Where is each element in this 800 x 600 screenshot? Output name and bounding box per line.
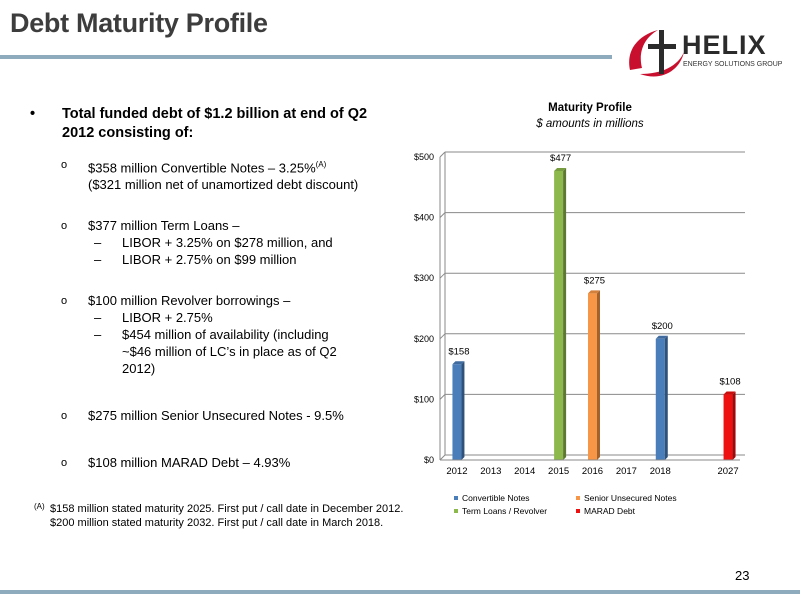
revolver-sub-2: – $454 million of availability (including…	[94, 327, 337, 377]
term-loans-sub-1: – LIBOR + 3.25% on $278 million, and	[94, 235, 333, 251]
bar-side	[664, 335, 668, 460]
main-bullet: • Total funded debt of $1.2 billion at e…	[30, 106, 368, 141]
footnote: (A) $158 million stated maturity 2025. F…	[34, 502, 403, 530]
gridline-diag	[439, 454, 446, 461]
circle-bullet-icon: o	[61, 410, 68, 423]
legend-swatch	[454, 509, 458, 513]
logo-tagline: ENERGY SOLUTIONS GROUP	[683, 61, 783, 68]
bar-side	[563, 167, 567, 461]
x-tick-label: 2013	[480, 466, 501, 477]
chart-title: Maturity Profile	[548, 102, 632, 114]
x-tick-label: 2016	[582, 466, 603, 477]
legend-label: MARAD Debt	[584, 506, 636, 516]
bar-side	[461, 361, 465, 460]
data-label: $477	[550, 153, 571, 164]
slide-title: Debt Maturity Profile	[10, 8, 268, 38]
x-tick-label: 2012	[446, 466, 467, 477]
footnote-line-1: $158 million stated maturity 2025. First…	[50, 503, 404, 515]
y-tick-label: $0	[424, 455, 434, 465]
debt-bullets: • Total funded debt of $1.2 billion at e…	[28, 105, 388, 471]
senior-notes-item: o $275 million Senior Unsecured Notes - …	[61, 408, 344, 424]
page-number: 23	[735, 568, 750, 583]
term-loans-item: o $377 million Term Loans –	[61, 218, 240, 234]
x-tick-label: 2017	[616, 466, 637, 477]
bar-top	[554, 167, 567, 171]
helix-logo: HELIX ENERGY SOLUTIONS GROUP	[622, 22, 792, 84]
maturity-profile-chart: Maturity Profile $ amounts in millions $…	[414, 102, 745, 516]
bar-top	[655, 335, 668, 339]
legend-label: Convertible Notes	[462, 493, 530, 503]
bar	[655, 338, 665, 460]
x-tick-label: 2014	[514, 466, 535, 477]
logo-wordmark: HELIX	[682, 30, 767, 60]
legend-label: Term Loans / Revolver	[462, 506, 547, 516]
legend-swatch	[576, 509, 580, 513]
data-label: $158	[448, 346, 469, 357]
bullet-dot: •	[30, 106, 36, 122]
legend-swatch	[576, 496, 580, 500]
bar	[554, 170, 564, 461]
term-loans-sub-2: – LIBOR + 2.75% on $99 million	[94, 252, 297, 268]
convertible-notes-item: o $358 million Convertible Notes – 3.25%…	[61, 159, 359, 193]
bar	[588, 293, 597, 460]
bar-top	[723, 391, 736, 395]
y-tick-label: $100	[414, 394, 434, 404]
y-tick-label: $300	[414, 273, 434, 283]
bar-side	[597, 290, 600, 460]
footnote-mark: (A)	[34, 502, 45, 511]
gridline-diag	[439, 212, 446, 218]
marad-debt-item: o $108 million MARAD Debt – 4.93%	[61, 455, 291, 471]
y-tick-label: $400	[414, 213, 434, 223]
gridline-diag	[439, 394, 446, 400]
circle-bullet-icon: o	[61, 220, 68, 233]
gridline-diag	[439, 272, 446, 279]
data-label: $200	[652, 321, 673, 332]
x-tick-label: 2027	[717, 466, 738, 477]
footnote-line-2: $200 million stated maturity 2032. First…	[50, 517, 384, 529]
bar-side	[732, 391, 736, 460]
y-tick-label: $500	[414, 152, 434, 162]
legend-label: Senior Unsecured Notes	[584, 493, 677, 503]
x-tick-label: 2015	[548, 466, 569, 477]
y-tick-label: $200	[414, 334, 434, 344]
circle-bullet-icon: o	[61, 457, 68, 470]
bar-top	[452, 361, 465, 365]
data-label: $108	[719, 377, 740, 388]
footer-rule	[0, 590, 800, 594]
chart-subtitle: $ amounts in millions	[535, 118, 644, 130]
legend-swatch	[454, 496, 458, 500]
revolver-sub-1: – LIBOR + 2.75%	[94, 310, 213, 326]
gridline-diag	[439, 333, 446, 340]
x-tick-label: 2018	[650, 466, 671, 477]
revolver-item: o $100 million Revolver borrowings –	[61, 293, 291, 309]
data-label: $275	[584, 275, 605, 286]
bar-top	[588, 290, 600, 294]
circle-bullet-icon: o	[61, 295, 68, 308]
gridline-diag	[439, 151, 446, 158]
bar	[723, 394, 733, 460]
title-underline	[0, 55, 612, 59]
circle-bullet-icon: o	[61, 159, 68, 171]
bar	[452, 364, 462, 460]
